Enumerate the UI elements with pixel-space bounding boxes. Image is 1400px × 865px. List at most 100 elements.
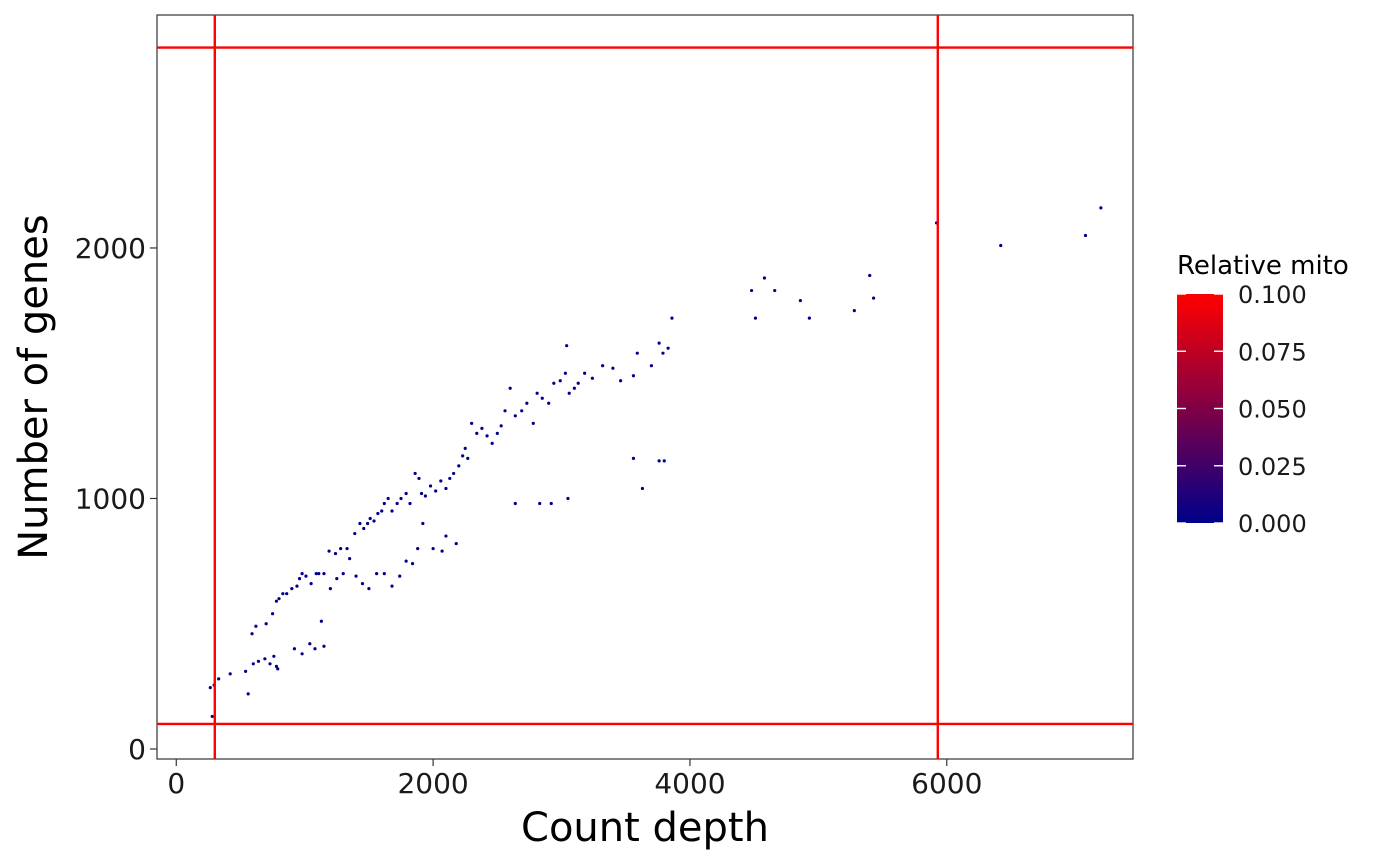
- x-axis-title: Count depth: [521, 805, 769, 851]
- data-point: [428, 484, 433, 488]
- threshold-lines: [157, 15, 1133, 759]
- data-point: [999, 243, 1003, 248]
- data-point: [263, 657, 267, 661]
- data-point: [375, 572, 379, 576]
- data-point: [208, 686, 212, 690]
- data-point: [390, 509, 394, 513]
- legend-tick-label: 0.000: [1238, 510, 1307, 538]
- data-point: [382, 501, 386, 506]
- data-point: [399, 496, 403, 501]
- legend-title: Relative mito: [1177, 251, 1349, 281]
- y-axis-title: Number of genes: [11, 214, 57, 559]
- data-point: [404, 559, 408, 563]
- data-point: [244, 669, 248, 673]
- data-point: [341, 572, 345, 576]
- data-point: [358, 521, 362, 526]
- data-point: [274, 599, 279, 603]
- data-point: [328, 587, 332, 591]
- data-point: [661, 351, 665, 355]
- data-point: [246, 692, 250, 696]
- data-point: [538, 501, 542, 506]
- data-point: [272, 654, 276, 658]
- data-point: [297, 577, 302, 581]
- data-point: [657, 459, 661, 463]
- legend-ticks: 0.000 0.025 0.050 0.075 0.100: [1177, 281, 1307, 538]
- data-point: [333, 551, 338, 556]
- data-point: [552, 381, 556, 385]
- data-point: [217, 677, 221, 681]
- data-point: [749, 288, 754, 293]
- data-point: [566, 496, 570, 501]
- data-point: [322, 644, 326, 648]
- data-point: [475, 431, 479, 435]
- data-point: [640, 486, 645, 491]
- data-point: [404, 491, 408, 496]
- data-point: [444, 486, 448, 491]
- x-tick-label: 4000: [654, 767, 725, 800]
- y-tick-label: 2000: [75, 232, 146, 265]
- data-point: [410, 562, 415, 566]
- data-point: [256, 659, 261, 663]
- data-point: [452, 471, 456, 476]
- data-point: [313, 647, 317, 651]
- data-point: [366, 521, 370, 526]
- y-tick-label: 0: [128, 733, 146, 766]
- data-point: [360, 582, 365, 586]
- data-point: [254, 624, 258, 628]
- data-point: [210, 714, 214, 719]
- data-point: [499, 424, 503, 428]
- data-point: [576, 381, 580, 385]
- data-point: [583, 371, 587, 375]
- data-point: [309, 582, 313, 586]
- data-point: [762, 276, 767, 280]
- data-point: [268, 662, 272, 666]
- data-point: [354, 574, 358, 578]
- data-point: [635, 351, 639, 355]
- data-point: [431, 546, 435, 551]
- data-point: [590, 376, 594, 380]
- data-point: [319, 619, 323, 623]
- data-point: [417, 476, 421, 481]
- data-point: [572, 386, 576, 390]
- data-point: [868, 273, 872, 278]
- data-point: [382, 572, 386, 576]
- data-point: [264, 622, 268, 626]
- data-point: [662, 459, 666, 463]
- data-point: [281, 592, 285, 596]
- data-point: [416, 546, 420, 551]
- data-point: [314, 572, 318, 576]
- y-tick-label: 1000: [75, 482, 146, 515]
- data-point: [372, 519, 376, 523]
- x-tick-label: 0: [167, 767, 185, 800]
- data-point: [327, 549, 331, 553]
- data-point: [457, 464, 461, 468]
- data-point: [228, 672, 232, 676]
- data-point: [277, 597, 281, 601]
- data-point: [461, 454, 465, 458]
- data-point: [448, 476, 452, 481]
- data-point: [1099, 206, 1103, 210]
- data-point: [395, 501, 399, 506]
- data-point: [390, 584, 394, 588]
- data-point: [549, 501, 553, 506]
- x-tick-label: 6000: [911, 767, 982, 800]
- data-point: [563, 371, 567, 375]
- data-point: [386, 496, 390, 501]
- data-point: [480, 426, 484, 430]
- data-point: [345, 546, 349, 551]
- data-point: [285, 592, 289, 596]
- data-point: [631, 456, 636, 460]
- legend: Relative mito 0.000 0.025 0.050 0.075 0.100: [1177, 251, 1349, 538]
- data-point: [558, 379, 562, 383]
- data-point: [440, 549, 444, 553]
- data-point: [454, 541, 458, 546]
- data-point: [525, 401, 529, 405]
- data-point: [565, 344, 569, 348]
- legend-tick-label: 0.025: [1238, 453, 1307, 481]
- data-point: [547, 401, 551, 405]
- x-axis: 0 2000 4000 6000: [167, 759, 982, 800]
- data-point: [540, 396, 544, 400]
- data-point: [295, 584, 299, 588]
- data-point: [649, 364, 654, 368]
- data-point: [274, 664, 279, 668]
